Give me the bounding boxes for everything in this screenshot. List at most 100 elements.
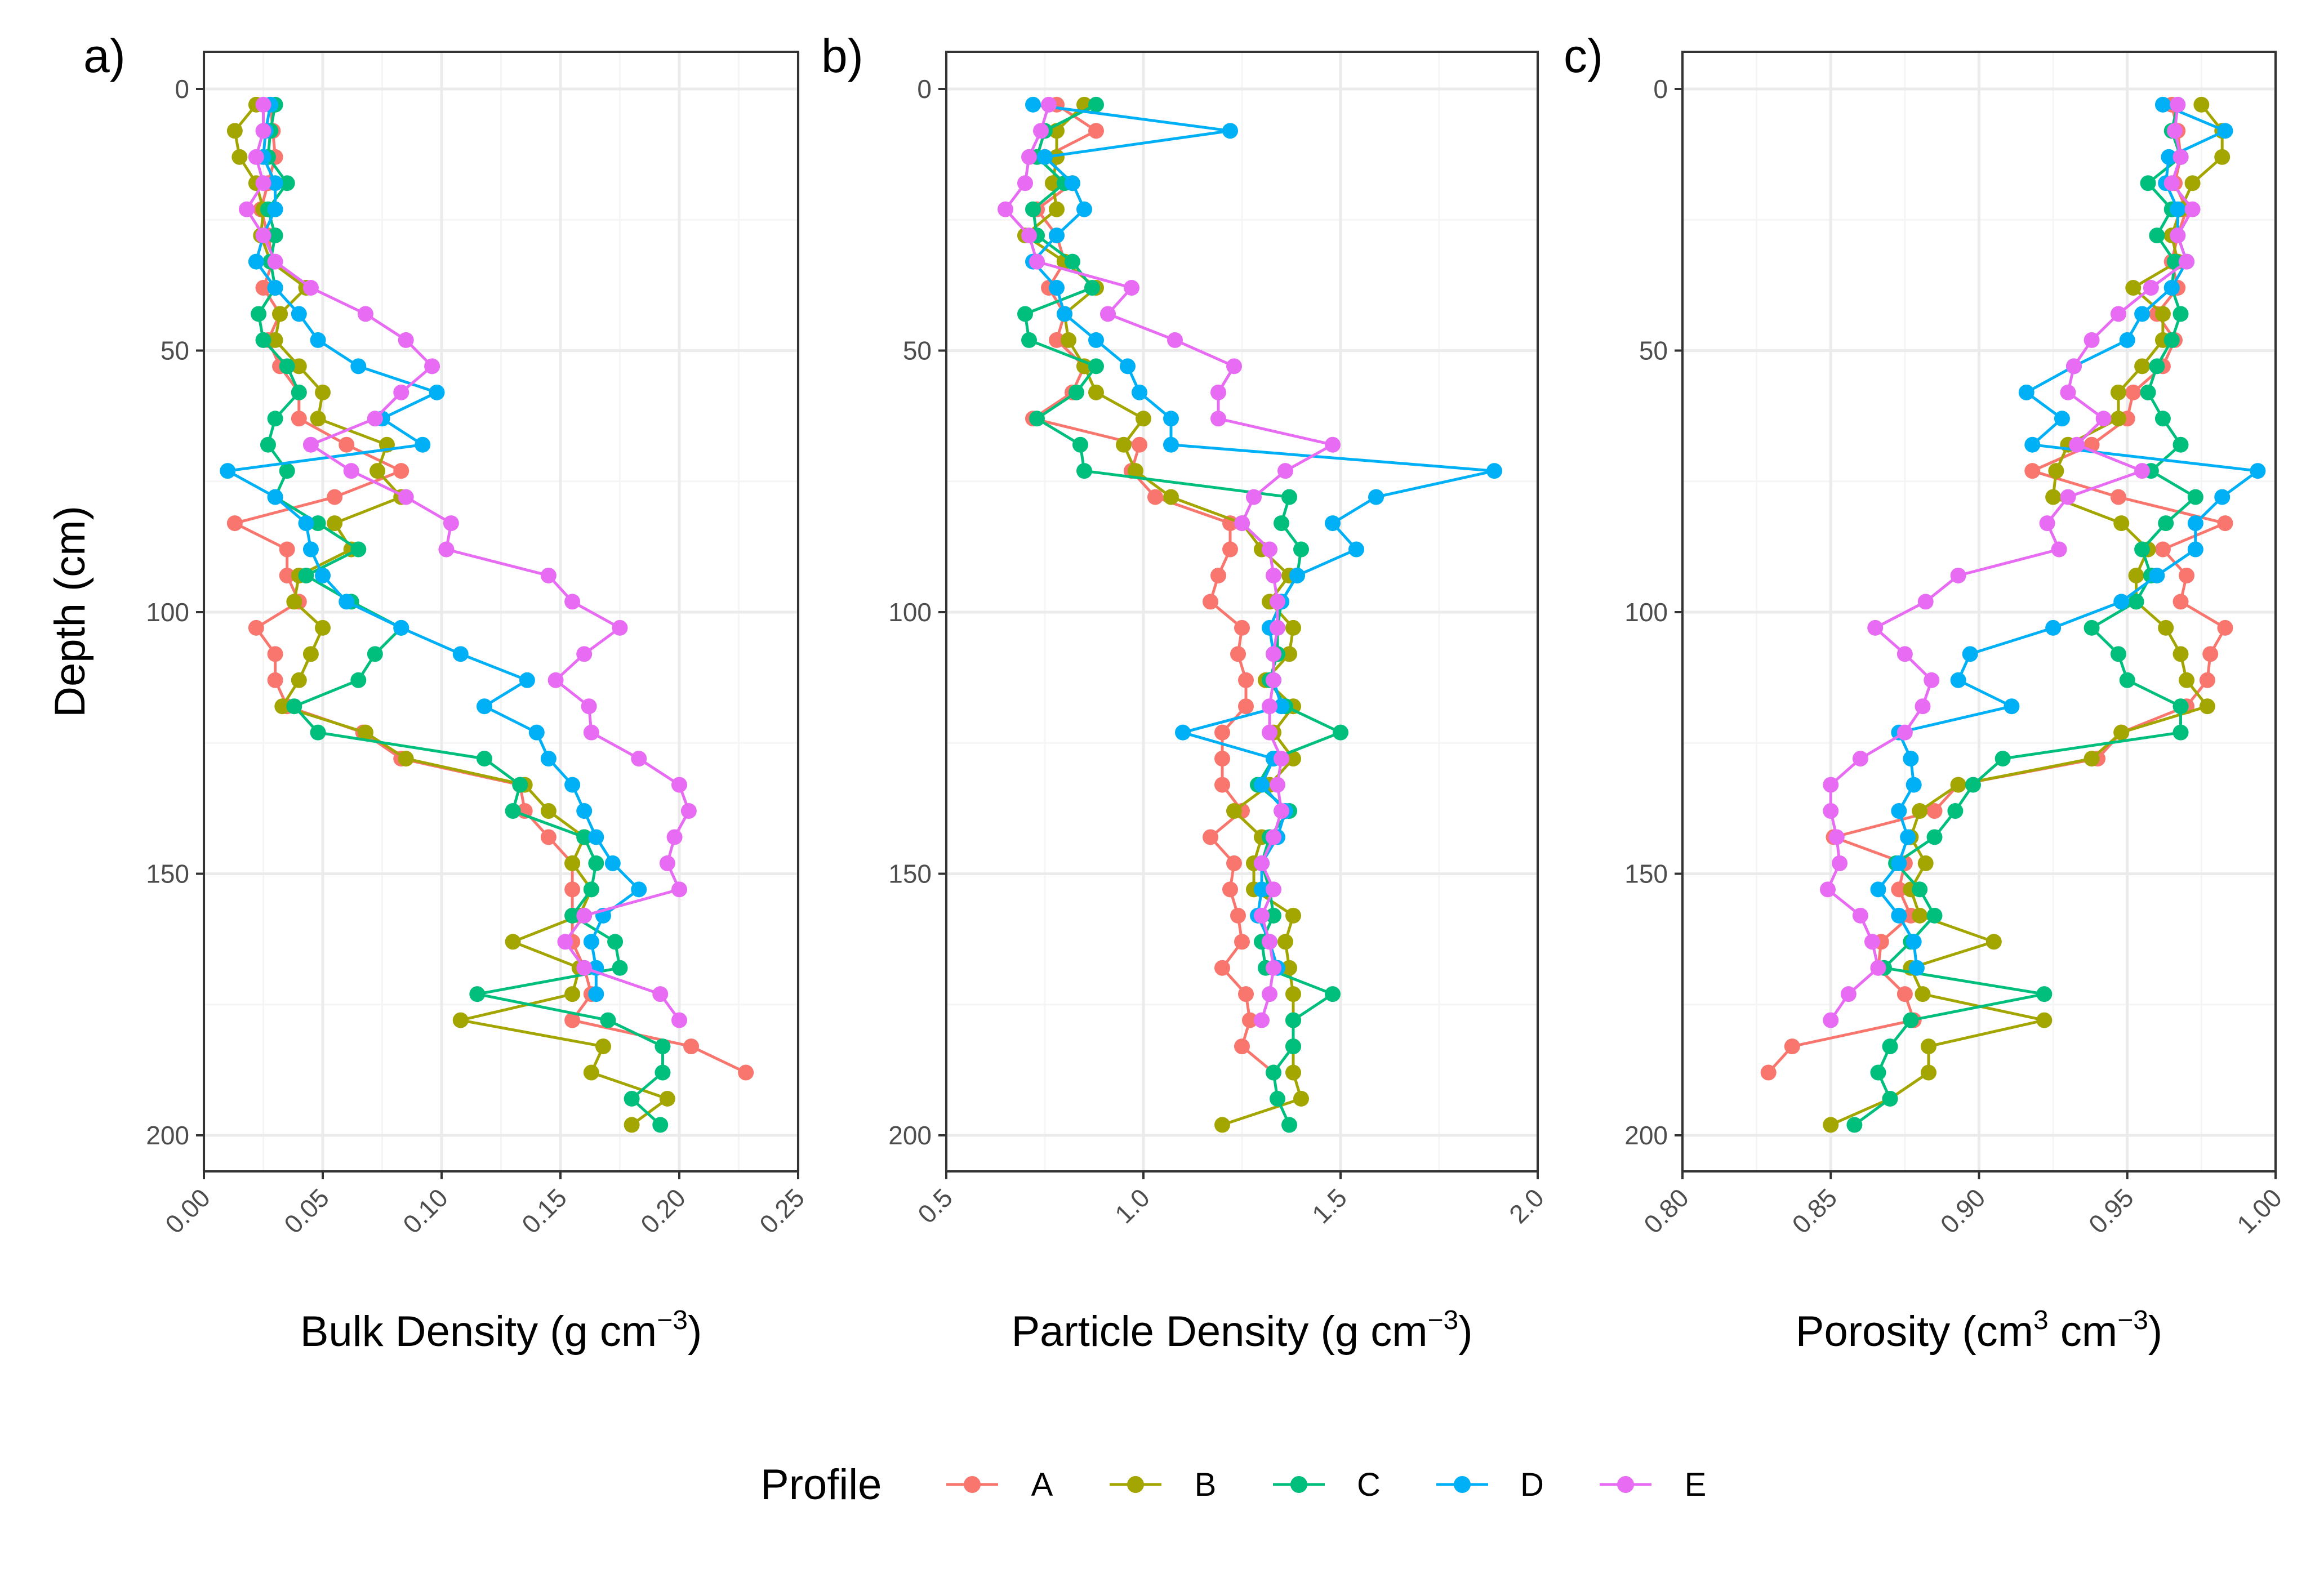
series-E <box>1819 96 2201 1028</box>
data-point-D <box>267 175 283 191</box>
data-point-E <box>998 201 1013 217</box>
x-tick-label: 0.15 <box>516 1183 572 1239</box>
data-point-D <box>1962 646 1978 662</box>
data-point-D <box>1891 855 1907 871</box>
data-point-D <box>564 777 581 793</box>
data-point-B <box>564 986 581 1002</box>
data-point-D <box>2018 384 2034 400</box>
x-tick-label: 0.00 <box>159 1183 216 1239</box>
data-point-C <box>1266 907 1281 924</box>
data-point-E <box>1021 149 1037 165</box>
data-point-D <box>2113 594 2130 610</box>
data-point-B <box>1285 1064 1301 1081</box>
data-point-A <box>1214 777 1230 793</box>
series-line-D <box>1031 103 1496 969</box>
data-point-D <box>452 646 469 662</box>
data-point-B <box>2179 672 2195 688</box>
data-point-B <box>659 1090 675 1107</box>
data-point-D <box>315 567 331 583</box>
data-point-E <box>1021 228 1037 244</box>
data-point-B <box>505 934 521 950</box>
data-point-E <box>1167 332 1183 348</box>
data-point-C <box>279 358 295 375</box>
panel-c: 0 50 100 150 200 0.80 0.85 0.90 0.95 1.00 Porosity… <box>1564 29 2287 1356</box>
data-point-A <box>291 411 307 427</box>
data-point-C <box>1065 253 1080 270</box>
data-point-C <box>1333 724 1348 741</box>
data-point-C <box>255 332 271 348</box>
data-point-A <box>1222 881 1238 898</box>
data-point-C <box>1285 1038 1301 1055</box>
data-point-A <box>2217 619 2233 636</box>
data-point-E <box>1266 646 1281 662</box>
data-point-B <box>1049 149 1065 165</box>
data-point-C <box>2163 332 2180 348</box>
data-point-A <box>248 619 264 636</box>
data-point-B <box>1285 986 1301 1002</box>
data-point-A <box>1238 986 1254 1002</box>
y-tick-label: 100 <box>1624 598 1668 627</box>
data-point-C <box>655 1064 671 1081</box>
legend-item-D: D <box>1436 1466 1544 1503</box>
data-point-A <box>683 1038 700 1055</box>
data-point-B <box>2110 411 2126 427</box>
data-point-E <box>255 96 271 113</box>
data-point-E <box>557 934 573 950</box>
data-point-D <box>583 934 599 950</box>
panel-a: 0 50 100 150 200 0.00 0.05 0.10 0.15 0.20 0.25 Bulk… <box>46 29 810 1356</box>
data-point-D <box>267 201 283 217</box>
data-point-A <box>1238 672 1254 688</box>
data-point-A <box>1230 646 1246 662</box>
data-point-C <box>624 1090 640 1107</box>
data-point-C <box>291 384 307 400</box>
data-point-D <box>1900 829 1916 845</box>
data-point-E <box>1041 96 1057 113</box>
data-point-B <box>327 515 343 532</box>
data-point-A <box>1132 436 1147 453</box>
data-point-C <box>1274 515 1289 532</box>
legend-label: B <box>1195 1466 1217 1503</box>
legend: Profile A B C D E <box>760 1461 1706 1509</box>
data-point-D <box>1254 881 1270 898</box>
data-point-B <box>1116 436 1132 453</box>
data-point-D <box>1037 149 1053 165</box>
data-point-C <box>1926 907 1943 924</box>
data-point-A <box>564 1012 581 1028</box>
data-point-C <box>279 175 295 191</box>
y-tick-label: 100 <box>146 598 189 627</box>
data-point-B <box>291 672 307 688</box>
data-point-B <box>2154 306 2171 322</box>
data-point-B <box>1045 175 1061 191</box>
data-point-D <box>1950 672 1966 688</box>
data-point-A <box>1896 986 1913 1002</box>
data-point-B <box>1285 907 1301 924</box>
data-point-D <box>1132 384 1147 400</box>
data-point-B <box>2125 280 2142 296</box>
series-D <box>1870 96 2266 976</box>
data-point-B <box>274 698 291 715</box>
data-point-E <box>1852 907 1868 924</box>
data-point-B <box>315 619 331 636</box>
data-point-E <box>1270 777 1285 793</box>
data-point-D <box>2149 567 2165 583</box>
data-point-C <box>1293 541 1309 558</box>
data-point-E <box>343 463 359 479</box>
data-point-A <box>1234 619 1250 636</box>
data-point-A <box>1238 698 1254 715</box>
data-point-A <box>1234 934 1250 950</box>
data-point-D <box>1906 777 1922 793</box>
data-point-E <box>2084 332 2100 348</box>
data-point-C <box>612 960 628 976</box>
data-point-C <box>576 829 593 845</box>
data-point-A <box>2024 463 2041 479</box>
panel-b: 0 50 100 150 200 0.5 1.0 1.5 2.0 Particle Density… <box>821 29 1550 1356</box>
data-point-D <box>1368 489 1384 505</box>
data-point-C <box>267 228 283 244</box>
data-point-C <box>505 803 521 819</box>
data-point-B <box>1912 907 1928 924</box>
data-point-D <box>1289 567 1305 583</box>
data-point-D <box>1891 803 1907 819</box>
data-point-E <box>1210 384 1226 400</box>
data-point-B <box>1281 960 1297 976</box>
data-point-C <box>367 646 383 662</box>
